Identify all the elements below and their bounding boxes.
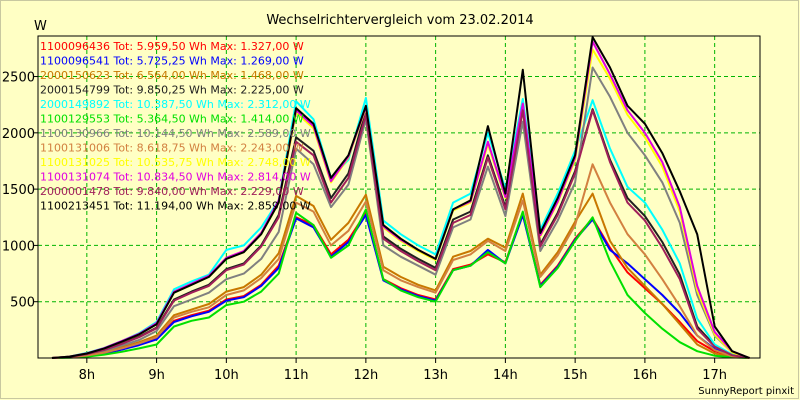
x-tick-label: 8h [79, 368, 96, 383]
series-line-5 [51, 208, 750, 359]
series-lines [51, 36, 750, 359]
legend-entry: 1100129553 Tot: 5.364,50 Wh Max: 1.414,0… [40, 113, 304, 126]
legend-entry: 1100130966 Tot: 10.144,50 Wh Max: 2.589,… [40, 127, 311, 140]
legend-entry: 1100096436 Tot: 5.959,50 Wh Max: 1.327,0… [40, 40, 304, 53]
legend-entry: 1100213451 Tot: 11.194,00 Wh Max: 2.859,… [40, 200, 311, 213]
legend-entry: 2000150623 Tot: 6.564,00 Wh Max: 1.468,0… [40, 69, 304, 82]
legend-entry: 1100096541 Tot: 5.725,25 Wh Max: 1.269,0… [40, 55, 304, 68]
legend-entry: 2000154799 Tot: 9.850,25 Wh Max: 2.225,0… [40, 84, 304, 97]
x-tick-label: 14h [493, 368, 518, 383]
x-tick-label: 11h [284, 368, 309, 383]
series-line-10 [51, 109, 750, 359]
legend-entry: 1100131074 Tot: 10.834,50 Wh Max: 2.814,… [40, 171, 311, 184]
x-tick-label: 13h [423, 368, 448, 383]
legend-entry: 1100131025 Tot: 10.535,75 Wh Max: 2.748,… [40, 156, 311, 169]
x-tick-label: 10h [214, 368, 239, 383]
y-tick-label: 2500 [2, 71, 35, 86]
chart-title: Wechselrichtervergleich vom 23.02.2014 [266, 13, 533, 28]
legend-entry: 1100131006 Tot: 8.618,75 Wh Max: 2.243,0… [40, 142, 304, 155]
y-tick-label: 2000 [2, 127, 35, 142]
series-line-7 [51, 163, 750, 359]
credit-text: SunnyReport pinxit [698, 386, 794, 397]
y-tick-label: 1000 [2, 239, 35, 254]
legend-entry: 2000149892 Tot: 10.387,50 Wh Max: 2.312,… [40, 98, 311, 111]
axis-ticks: 500 1000 1500 2000 2500 8h 9h 10h 11h 12h 13h 14h 15… [2, 71, 727, 383]
grid [38, 36, 760, 358]
legend: 1100096436 Tot: 5.959,50 Wh Max: 1.327,0… [40, 40, 311, 213]
series-line-2 [51, 192, 750, 359]
x-tick-label: 9h [148, 368, 165, 383]
x-tick-label: 15h [563, 368, 588, 383]
plot-area-border [37, 35, 761, 359]
y-tick-label: 1500 [2, 183, 35, 198]
legend-entry: 2000001478 Tot: 9.840,00 Wh Max: 2.229,0… [40, 185, 304, 198]
x-tick-label: 12h [353, 368, 378, 383]
y-tick-label: 500 [10, 296, 35, 311]
y-axis-label: W [34, 19, 47, 34]
series-line-6 [51, 66, 750, 359]
x-tick-label: 16h [633, 368, 658, 383]
x-tick-label: 17h [702, 368, 727, 383]
series-line-11 [51, 36, 750, 359]
